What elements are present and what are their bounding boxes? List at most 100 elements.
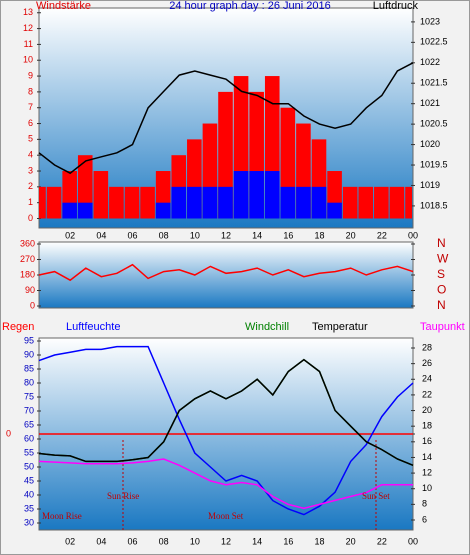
y2-tick-label: 1021.5 [420, 78, 448, 88]
x-tick-label: 04 [96, 230, 106, 240]
x-tick-label: 16 [283, 536, 293, 546]
y2-tick-label: 20 [422, 405, 432, 415]
y-tick-label: 55 [24, 447, 34, 457]
y2-label: Luftdruck [373, 0, 419, 12]
annotation: Moon Rise [42, 511, 82, 521]
wind-bar [93, 171, 109, 219]
wind-bar [187, 186, 202, 219]
y2-tick-label: 1023 [420, 16, 440, 26]
y2-tick-label: 28 [422, 342, 432, 352]
y-tick-label: 1 [28, 197, 33, 207]
legend-entry: Luftfeuchte [66, 321, 120, 333]
wind-bar [233, 171, 249, 219]
direction-label: S [437, 267, 445, 281]
wind-bar [109, 186, 124, 219]
y2-tick-label: 1018.5 [420, 200, 448, 210]
y-tick-label: 9 [28, 70, 33, 80]
y-tick-label: 3 [28, 165, 33, 175]
wind-bar [374, 186, 389, 219]
y-tick-label: 10 [23, 55, 33, 65]
y-tick-label: 95 [24, 335, 34, 345]
x-tick-label: 08 [159, 536, 169, 546]
y-tick-label: 7 [28, 102, 33, 112]
y-tick-label: 11 [24, 39, 33, 49]
x-tick-label: 16 [283, 230, 293, 240]
x-tick-label: 02 [65, 230, 75, 240]
y-tick-label: 13 [23, 7, 33, 17]
wind-bar [202, 186, 218, 219]
y2-tick-label: 1021 [420, 98, 440, 108]
y2-tick-label: 1019 [420, 180, 440, 190]
y2-tick-label: 1022 [420, 57, 440, 67]
y-tick-label: 85 [24, 363, 34, 373]
y2-tick-label: 1020.5 [420, 119, 448, 129]
wind-bar [358, 186, 374, 219]
y2-tick-label: 10 [422, 483, 432, 493]
y-tick-label: 90 [25, 285, 35, 295]
wind-bar [342, 186, 358, 219]
y2-tick-label: 1019.5 [420, 159, 448, 169]
wind-bar [218, 186, 233, 219]
x-tick-label: 04 [96, 536, 106, 546]
x-tick-label: 22 [377, 536, 387, 546]
y2-tick-label: 12 [422, 467, 432, 477]
y-label: Windstärke [36, 0, 91, 12]
direction-label: W [437, 252, 449, 266]
y2-tick-label: 26 [422, 358, 432, 368]
y2-tick-label: 16 [422, 436, 432, 446]
legend-entry: Taupunkt [420, 321, 465, 333]
wind-bar [171, 186, 187, 219]
x-tick-label: 14 [252, 230, 262, 240]
x-tick-label: 06 [127, 230, 137, 240]
x-tick-label: 20 [346, 536, 356, 546]
legend-entry: Regen [2, 321, 34, 333]
y-tick-label: 50 [24, 461, 34, 471]
x-tick-label: 02 [65, 536, 75, 546]
x-tick-label: 08 [159, 230, 169, 240]
direction-label: N [437, 236, 446, 250]
x-tick-label: 12 [221, 536, 231, 546]
y2-tick-label: 1022.5 [420, 37, 448, 47]
x-tick-label: 14 [252, 536, 262, 546]
series-line [38, 263, 414, 282]
wind-bar [327, 202, 342, 219]
wind-bar [155, 202, 171, 219]
wind-bar [405, 186, 412, 219]
y-tick-label: 70 [24, 405, 34, 415]
y2-tick-label: 14 [422, 452, 432, 462]
y-tick-label: 12 [23, 23, 33, 33]
x-tick-label: 10 [190, 230, 200, 240]
y2-tick-label: 1020 [420, 139, 440, 149]
y-tick-label: 65 [24, 419, 34, 429]
annotation: Sun Rise [107, 491, 139, 501]
y2-tick-label: 6 [422, 514, 427, 524]
y-tick-label: 2 [28, 181, 33, 191]
y-tick-label: 90 [24, 349, 34, 359]
y-tick-label: 360 [20, 238, 35, 248]
y2-tick-label: 18 [422, 421, 432, 431]
y-tick-label: 0 [28, 213, 33, 223]
annotation: Sun Set [362, 491, 390, 501]
y-tick-label: 5 [28, 134, 33, 144]
wind-bar [249, 171, 264, 219]
wind-bar [39, 186, 46, 219]
legend-entry: Windchill [245, 321, 289, 333]
series-line [38, 62, 414, 175]
wind-bar [389, 186, 405, 219]
y-tick-label: 30 [24, 517, 34, 527]
annotation: Moon Set [208, 511, 244, 521]
y-tick-label: 0 [30, 300, 35, 310]
direction-label: N [437, 298, 446, 312]
y2-tick-label: 24 [422, 374, 432, 384]
rain-tick-label: 0 [6, 428, 11, 438]
wind-bar [62, 202, 77, 219]
y-tick-label: 60 [24, 433, 34, 443]
x-tick-label: 18 [314, 230, 324, 240]
y-tick-label: 270 [20, 254, 35, 264]
y2-tick-label: 22 [422, 389, 432, 399]
y-tick-label: 35 [24, 503, 34, 513]
wind-bar [280, 186, 296, 219]
wind-bar [264, 171, 280, 219]
y-tick-label: 6 [28, 118, 33, 128]
